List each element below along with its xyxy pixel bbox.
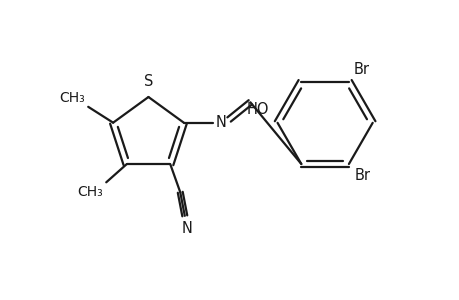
Text: N: N	[181, 221, 192, 236]
Text: HO: HO	[246, 102, 269, 117]
Text: CH₃: CH₃	[77, 184, 102, 199]
Text: CH₃: CH₃	[59, 91, 84, 104]
Text: S: S	[144, 74, 153, 89]
Text: Br: Br	[353, 168, 369, 183]
Text: N: N	[215, 115, 226, 130]
Text: Br: Br	[353, 62, 369, 77]
